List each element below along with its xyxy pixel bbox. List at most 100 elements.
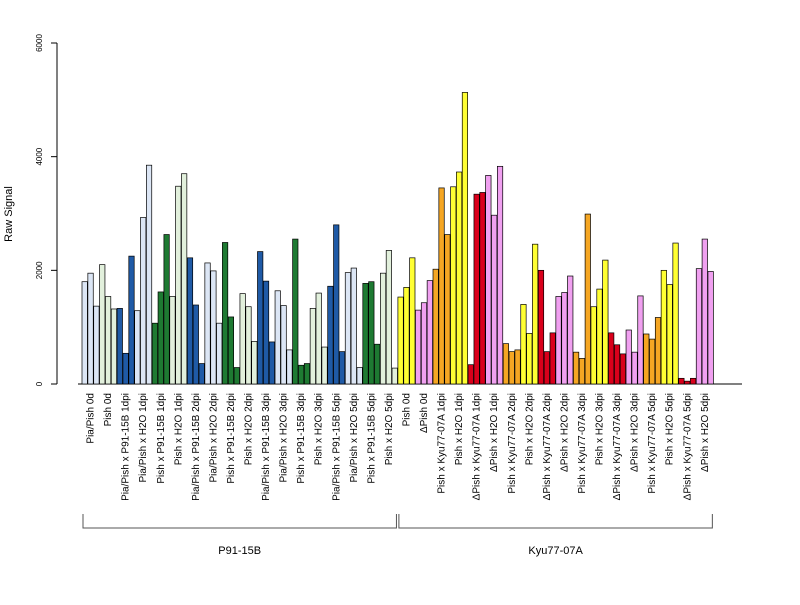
bar — [81, 281, 88, 385]
bar — [321, 346, 328, 385]
bar — [578, 358, 586, 385]
bar — [613, 344, 621, 385]
bar — [526, 333, 533, 385]
bar — [374, 343, 381, 385]
bar — [385, 250, 392, 385]
x-tick-label: Pish x H2O 1dpi — [454, 393, 465, 465]
bar — [473, 193, 480, 385]
bar — [128, 255, 135, 385]
bar — [415, 309, 422, 385]
bar — [192, 304, 199, 385]
bar — [666, 284, 673, 385]
bar — [315, 292, 322, 385]
bar — [368, 281, 375, 385]
x-tick-label: ΔPish x Kyu77-07A 1dpi — [472, 393, 483, 500]
x-tick-label: Pia/Pish x H2O 5dpi — [349, 393, 360, 483]
bar — [409, 257, 416, 385]
bar — [151, 322, 158, 385]
x-tick-label: Pia/Pish x P91-15B 1dpi — [121, 393, 132, 501]
bar — [298, 364, 305, 385]
bar — [356, 367, 363, 385]
x-tick-label: Pish x Kyu77-07A 3dpi — [577, 393, 588, 494]
bar — [701, 238, 708, 385]
bar — [362, 283, 369, 385]
bar — [555, 296, 562, 385]
bar — [105, 296, 112, 385]
bar — [210, 270, 217, 385]
bar — [649, 338, 656, 385]
bar — [520, 304, 527, 385]
bar — [590, 306, 597, 385]
bar — [93, 305, 100, 385]
bar — [497, 165, 504, 385]
bar — [110, 308, 118, 385]
bar — [426, 280, 433, 385]
bar — [263, 280, 270, 385]
x-tick-label: Pish x H2O 2dpi — [524, 393, 535, 465]
x-tick-label: ΔPish x H2O 1dpi — [489, 393, 500, 472]
bar — [438, 187, 445, 385]
bar — [672, 242, 679, 385]
bar — [707, 271, 714, 385]
bar — [146, 164, 153, 385]
bar — [543, 351, 550, 385]
group-bracket — [398, 514, 713, 529]
y-tick-label: 6000 — [35, 34, 44, 52]
x-tick-label: ΔPish x Kyu77-07A 2dpi — [542, 393, 553, 500]
bar — [380, 272, 387, 385]
bar — [344, 272, 352, 385]
bar — [643, 333, 650, 385]
bar — [163, 234, 170, 385]
bar — [532, 243, 539, 385]
bar — [140, 217, 147, 385]
bar — [450, 186, 457, 385]
bar — [222, 242, 229, 385]
bar — [514, 349, 521, 385]
bar — [684, 380, 691, 385]
bar — [420, 302, 428, 385]
bar — [169, 296, 176, 385]
x-tick-label: ΔPish x H2O 2dpi — [559, 393, 570, 472]
bar — [631, 351, 638, 385]
x-tick-label: Pia/Pish x H2O 1dpi — [138, 393, 149, 483]
y-axis-label: Raw Signal — [3, 186, 15, 242]
x-tick-label: Pia/Pish x P91-15B 3dpi — [261, 393, 272, 501]
x-tick-label: ΔPish x Kyu77-07A 5dpi — [682, 393, 693, 500]
bar — [397, 296, 404, 385]
bar — [502, 343, 509, 385]
bar — [333, 224, 340, 385]
bar — [327, 285, 334, 385]
bar — [198, 363, 205, 385]
x-tick-label: Pish x H2O 5dpi — [384, 393, 395, 465]
x-tick-label: Pish x Kyu77-07A 1dpi — [437, 393, 448, 494]
x-tick-label: Pish x P91-15B 1dpi — [156, 393, 167, 484]
bar — [157, 291, 164, 385]
y-tick-label: 4000 — [35, 147, 44, 165]
bar — [584, 213, 591, 385]
bar — [280, 305, 287, 385]
bar — [602, 259, 609, 385]
bar — [268, 341, 275, 385]
x-tick-label: Pish x Kyu77-07A 2dpi — [507, 393, 518, 494]
group-label: P91-15B — [218, 545, 261, 557]
bar — [695, 268, 703, 385]
bar — [537, 269, 545, 385]
x-tick-label: Pish x H2O 3dpi — [314, 393, 325, 465]
x-tick-label: Pish 0d — [103, 393, 114, 426]
bar — [508, 351, 515, 385]
bar — [116, 308, 123, 385]
x-tick-label: Pish 0d — [401, 393, 412, 426]
bar — [339, 351, 346, 385]
bar — [239, 293, 246, 385]
bar — [637, 295, 644, 385]
x-tick-label: ΔPish x H2O 5dpi — [700, 393, 711, 472]
bar — [251, 341, 258, 385]
bar — [567, 275, 574, 385]
bar — [432, 268, 439, 385]
bar — [479, 192, 486, 385]
bar — [391, 367, 398, 385]
x-tick-label: Pish x P91-15B 2dpi — [226, 393, 237, 484]
x-tick-label: Pish x H2O 5dpi — [665, 393, 676, 465]
x-tick-label: ΔPish x Kyu77-07A 3dpi — [612, 393, 623, 500]
